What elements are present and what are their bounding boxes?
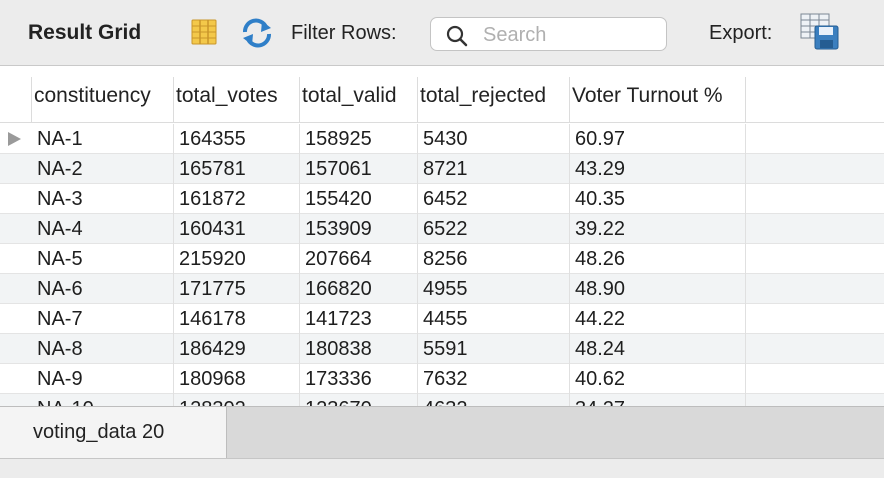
table-cell[interactable]: 180838 [300, 334, 418, 364]
table-cell[interactable]: 8256 [418, 244, 570, 274]
table-row[interactable]: NA-8 186429 180838 5591 48.24 [0, 334, 884, 364]
table-cell[interactable]: 215920 [174, 244, 300, 274]
table-cell[interactable]: 164355 [174, 124, 300, 154]
table-cell[interactable]: 48.24 [570, 334, 746, 364]
table-cell[interactable]: 158925 [300, 124, 418, 154]
table-cell[interactable]: 207664 [300, 244, 418, 274]
table-cell[interactable]: 48.90 [570, 274, 746, 304]
table-cell[interactable]: 39.22 [570, 214, 746, 244]
table-row[interactable]: NA-6 171775 166820 4955 48.90 [0, 274, 884, 304]
table-cell[interactable]: 141723 [300, 304, 418, 334]
table-cell[interactable]: 155420 [300, 184, 418, 214]
table-row[interactable]: NA-1 164355 158925 5430 60.97 [0, 124, 884, 154]
table-cell[interactable]: NA-2 [32, 154, 174, 184]
table-cell[interactable]: NA-1 [32, 124, 174, 154]
table-row[interactable]: NA-3 161872 155420 6452 40.35 [0, 184, 884, 214]
table-cell[interactable]: 161872 [174, 184, 300, 214]
result-grid-toolbar: Result Grid Filter Rows: Export: [0, 0, 884, 66]
table-cell[interactable]: 6522 [418, 214, 570, 244]
result-tab[interactable]: voting_data 20 [0, 407, 227, 459]
table-cell[interactable]: NA-3 [32, 184, 174, 214]
table-cell[interactable]: 186429 [174, 334, 300, 364]
export-label: Export: [709, 22, 773, 44]
filter-rows-label: Filter Rows: [291, 22, 397, 44]
table-cell[interactable]: 128302 [174, 394, 300, 407]
table-cell[interactable]: 153909 [300, 214, 418, 244]
current-row-marker-icon [8, 132, 21, 146]
status-bar [0, 458, 884, 478]
table-cell[interactable]: 166820 [300, 274, 418, 304]
grid-header: constituency total_votes total_valid tot… [0, 67, 884, 123]
column-divider[interactable] [299, 77, 300, 123]
filter-search-box[interactable] [430, 17, 667, 51]
column-divider[interactable] [417, 77, 418, 123]
table-cell[interactable]: 8721 [418, 154, 570, 184]
table-row[interactable]: NA-9 180968 173336 7632 40.62 [0, 364, 884, 394]
result-grid: constituency total_votes total_valid tot… [0, 67, 884, 407]
table-cell[interactable]: 5430 [418, 124, 570, 154]
table-cell[interactable]: 43.29 [570, 154, 746, 184]
table-cell[interactable]: 4632 [418, 394, 570, 407]
table-cell[interactable]: 5591 [418, 334, 570, 364]
table-cell[interactable]: 171775 [174, 274, 300, 304]
table-cell[interactable]: 7632 [418, 364, 570, 394]
search-input[interactable] [483, 22, 658, 48]
table-cell[interactable]: 160431 [174, 214, 300, 244]
table-cell[interactable]: NA-7 [32, 304, 174, 334]
table-cell[interactable]: 180968 [174, 364, 300, 394]
table-row[interactable]: NA-10128302123670463234.27 [0, 394, 884, 407]
export-save-icon[interactable] [800, 13, 840, 51]
table-cell[interactable]: 123670 [300, 394, 418, 407]
search-icon [446, 25, 468, 47]
table-row[interactable]: NA-4 160431 153909 6522 39.22 [0, 214, 884, 244]
result-grid-title: Result Grid [28, 21, 142, 44]
column-divider[interactable] [745, 77, 746, 123]
result-tab-bar: voting_data 20 [0, 406, 884, 459]
refresh-icon[interactable] [240, 18, 274, 48]
column-header-voter-turnout[interactable]: Voter Turnout % [572, 84, 723, 107]
column-header-constituency[interactable]: constituency [34, 84, 151, 107]
table-cell[interactable]: NA-8 [32, 334, 174, 364]
table-row[interactable]: NA-5 215920 207664 8256 48.26 [0, 244, 884, 274]
table-cell[interactable]: 40.35 [570, 184, 746, 214]
column-divider[interactable] [31, 77, 32, 123]
table-cell[interactable]: 6452 [418, 184, 570, 214]
table-row[interactable]: NA-7 146178 141723 4455 44.22 [0, 304, 884, 334]
table-cell[interactable]: 165781 [174, 154, 300, 184]
table-cell[interactable]: NA-9 [32, 364, 174, 394]
table-cell[interactable]: 44.22 [570, 304, 746, 334]
table-cell[interactable]: 146178 [174, 304, 300, 334]
table-cell[interactable]: 40.62 [570, 364, 746, 394]
column-divider[interactable] [569, 77, 570, 123]
table-cell[interactable]: 157061 [300, 154, 418, 184]
grid-toggle-icon[interactable] [190, 18, 218, 46]
table-cell[interactable]: NA-10 [32, 394, 174, 407]
column-header-total-rejected[interactable]: total_rejected [420, 84, 547, 107]
table-cell[interactable]: 48.26 [570, 244, 746, 274]
table-cell[interactable]: NA-6 [32, 274, 174, 304]
column-divider[interactable] [173, 77, 174, 123]
table-row[interactable]: NA-2 165781 157061 8721 43.29 [0, 154, 884, 184]
table-cell[interactable]: 4455 [418, 304, 570, 334]
table-cell[interactable]: 34.27 [570, 394, 746, 407]
column-header-total-valid[interactable]: total_valid [302, 84, 397, 107]
table-cell[interactable]: 173336 [300, 364, 418, 394]
column-header-total-votes[interactable]: total_votes [176, 84, 278, 107]
table-cell[interactable]: 4955 [418, 274, 570, 304]
table-cell[interactable]: 60.97 [570, 124, 746, 154]
table-cell[interactable]: NA-4 [32, 214, 174, 244]
table-cell[interactable]: NA-5 [32, 244, 174, 274]
